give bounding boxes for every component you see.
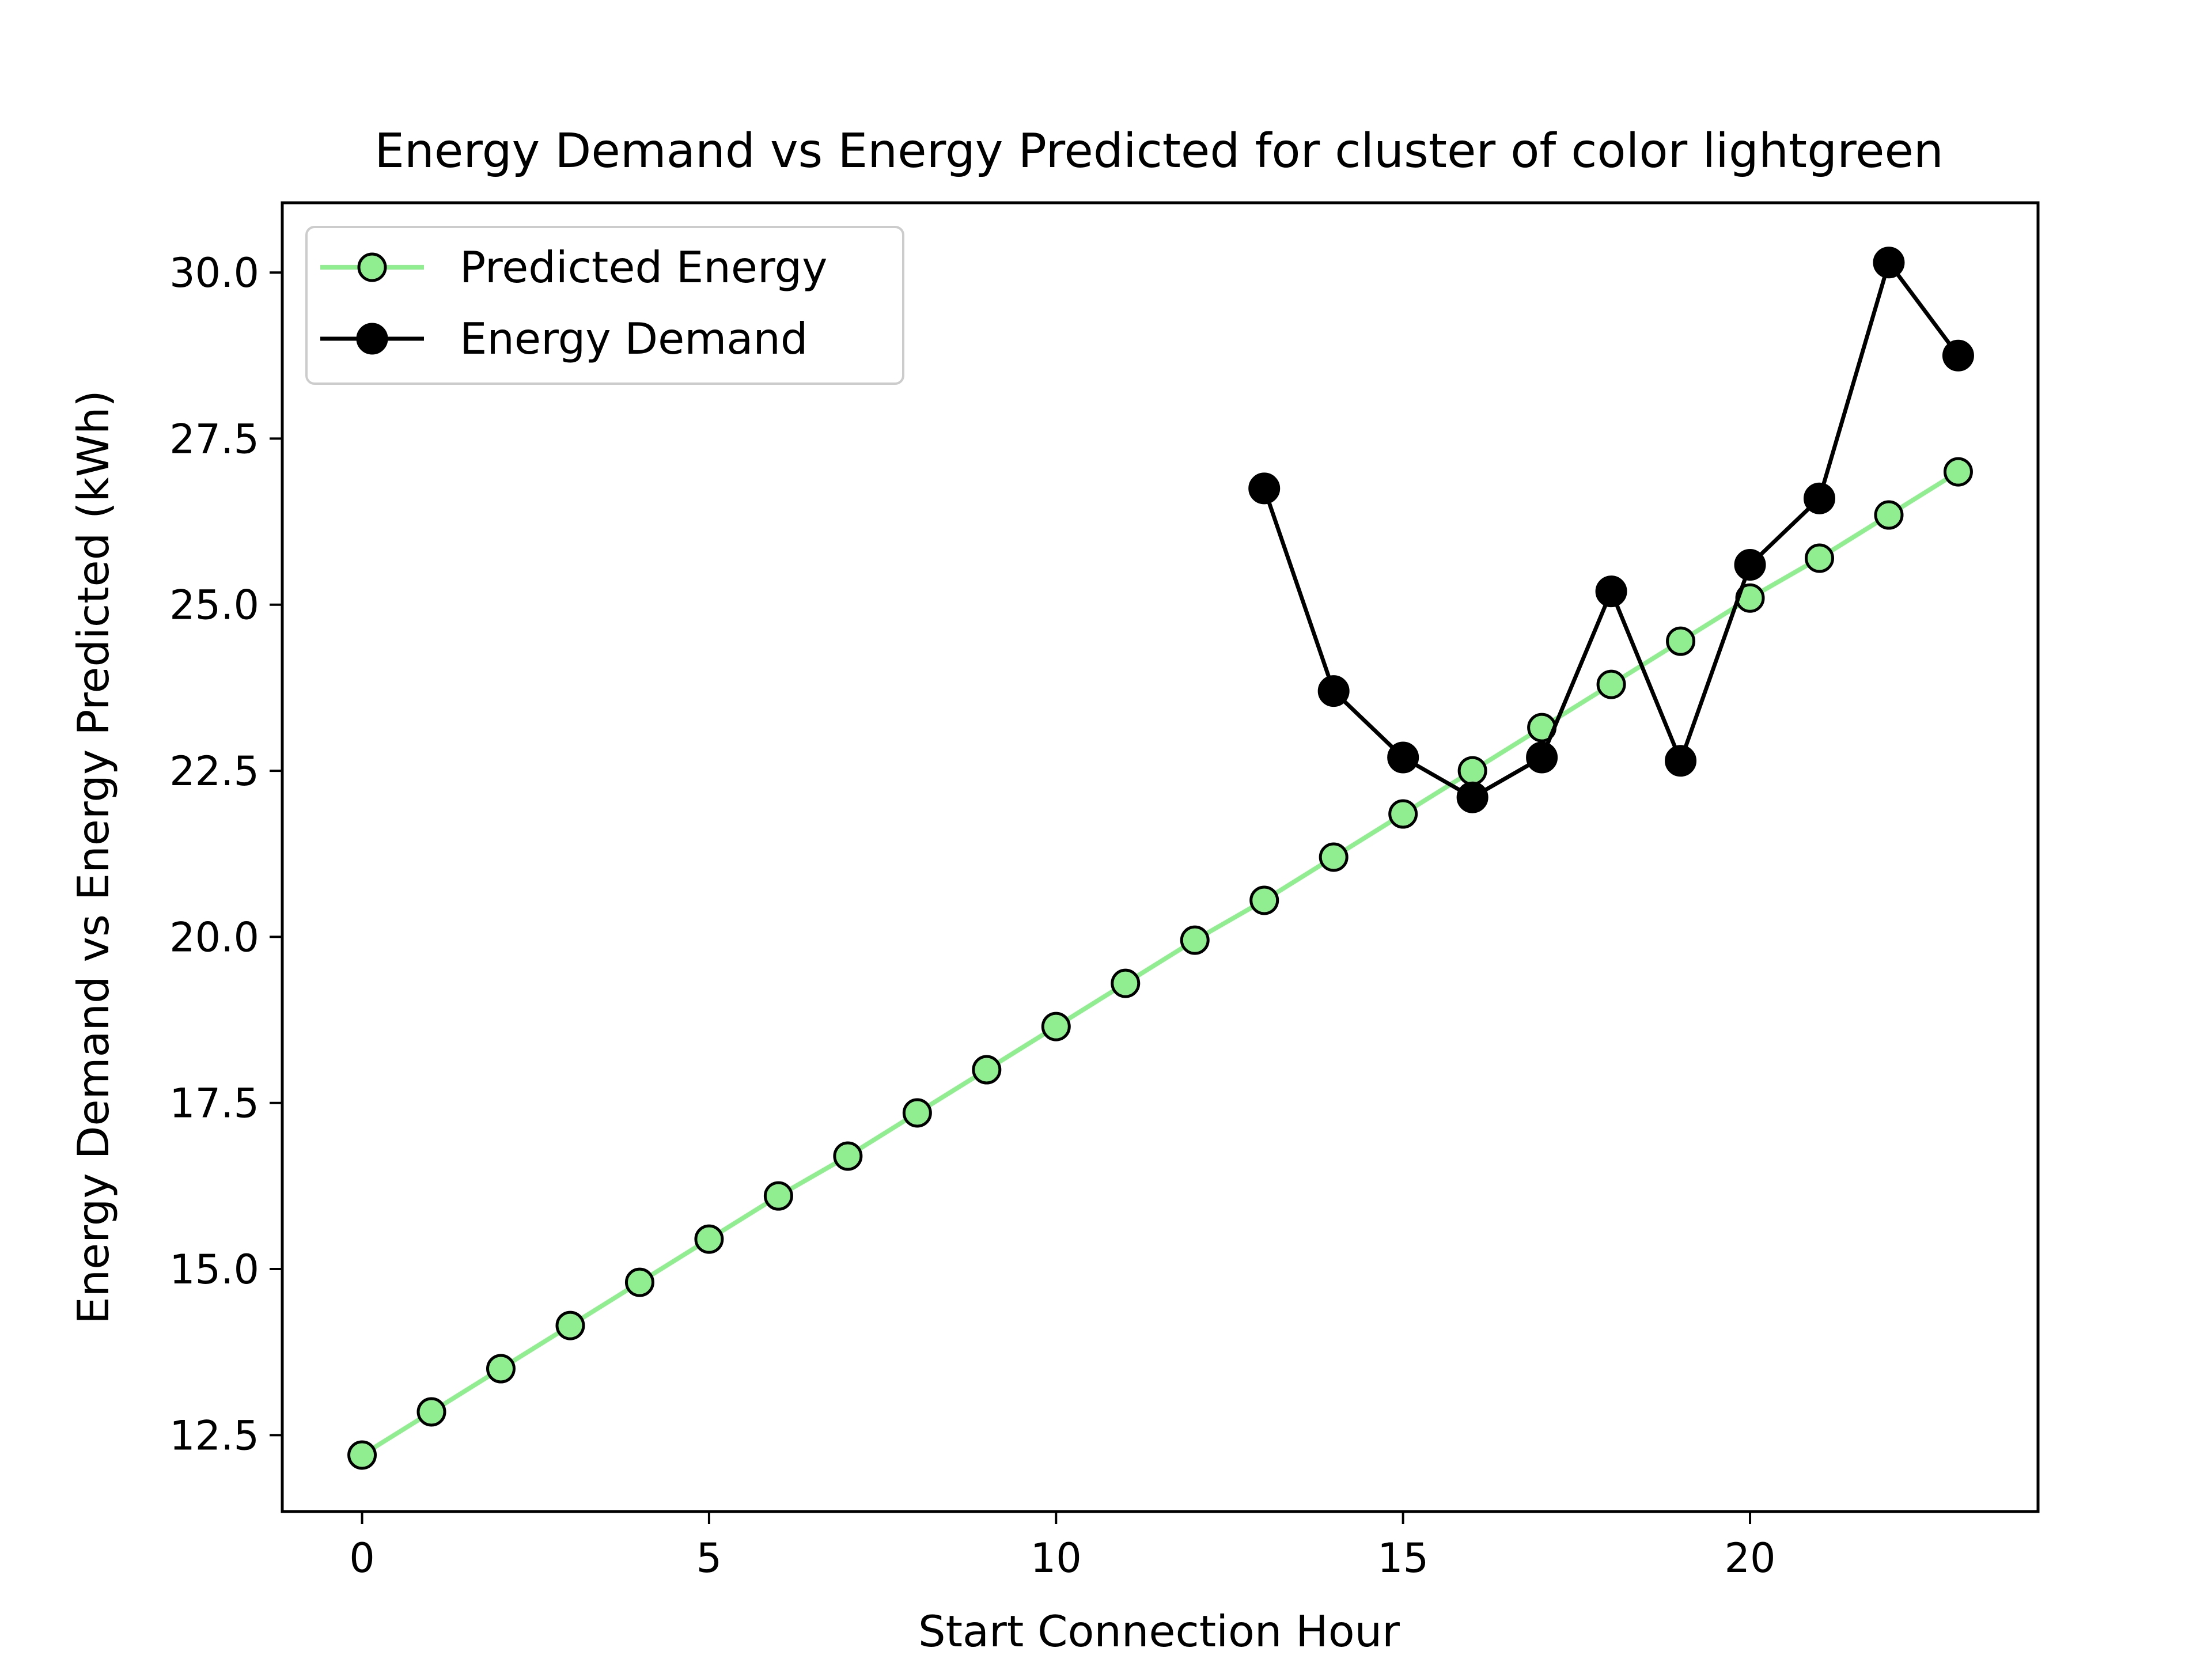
legend: Predicted Energy Energy Demand [305,226,904,385]
data-point [1873,247,1905,279]
data-point [1665,745,1697,777]
x-tick-label: 0 [349,1535,375,1582]
data-point [1180,925,1210,955]
x-axis: 0 5 10 15 20 [349,1512,1776,1582]
data-point [972,1055,1002,1085]
x-tick-label: 15 [1377,1535,1429,1582]
data-point [1317,675,1350,707]
data-point [1666,626,1696,656]
y-tick-label: 15.0 [169,1246,259,1293]
legend-label: Predicted Energy [460,242,828,293]
data-point [1874,500,1904,530]
data-point [902,1098,932,1128]
series-energy-demand [1248,247,1974,813]
y-tick-label: 25.0 [169,582,259,629]
x-tick-label: 10 [1031,1535,1082,1582]
data-point [1319,842,1349,872]
y-tick-label: 20.0 [169,914,259,961]
data-point [1248,472,1281,505]
legend-label: Energy Demand [460,313,808,364]
x-axis-label: Start Connection Hour [918,1606,1400,1657]
data-point [1388,799,1418,829]
data-point [1456,781,1488,813]
legend-box [305,226,904,385]
data-point [1943,457,1973,487]
data-point [1942,339,1974,372]
data-point [416,1397,446,1427]
data-point [1804,482,1836,514]
y-axis-label: Energy Demand vs Energy Predicted (kWh) [68,390,119,1324]
series-layer [347,247,1974,1470]
y-tick-label: 27.5 [169,415,259,463]
data-point [624,1267,654,1297]
chart-title: Energy Demand vs Energy Predicted for cl… [374,124,1944,179]
data-point [694,1224,724,1254]
data-point [833,1141,863,1171]
data-point [1457,756,1487,786]
y-axis: 12.5 15.0 17.5 20.0 22.5 25.0 27.5 30.0 [169,249,282,1459]
x-tick-label: 5 [696,1535,722,1582]
data-point [1041,1012,1071,1041]
data-point [1111,968,1141,998]
legend-marker [356,323,388,355]
legend-marker [357,252,387,282]
y-tick-label: 17.5 [169,1080,259,1127]
data-point [763,1181,793,1211]
data-point [1596,669,1626,699]
data-point [1526,741,1558,774]
data-point [1249,885,1279,915]
data-point [555,1310,585,1340]
y-tick-label: 22.5 [169,748,259,795]
x-tick-label: 20 [1724,1535,1775,1582]
plot-area [281,201,2040,1513]
y-tick-label: 12.5 [169,1412,259,1459]
data-point [1595,575,1627,608]
data-point [1387,741,1419,774]
data-point [1805,543,1835,573]
y-tick-label: 30.0 [169,249,259,297]
data-point [486,1354,516,1384]
data-point [1734,549,1766,581]
data-point [347,1440,377,1470]
